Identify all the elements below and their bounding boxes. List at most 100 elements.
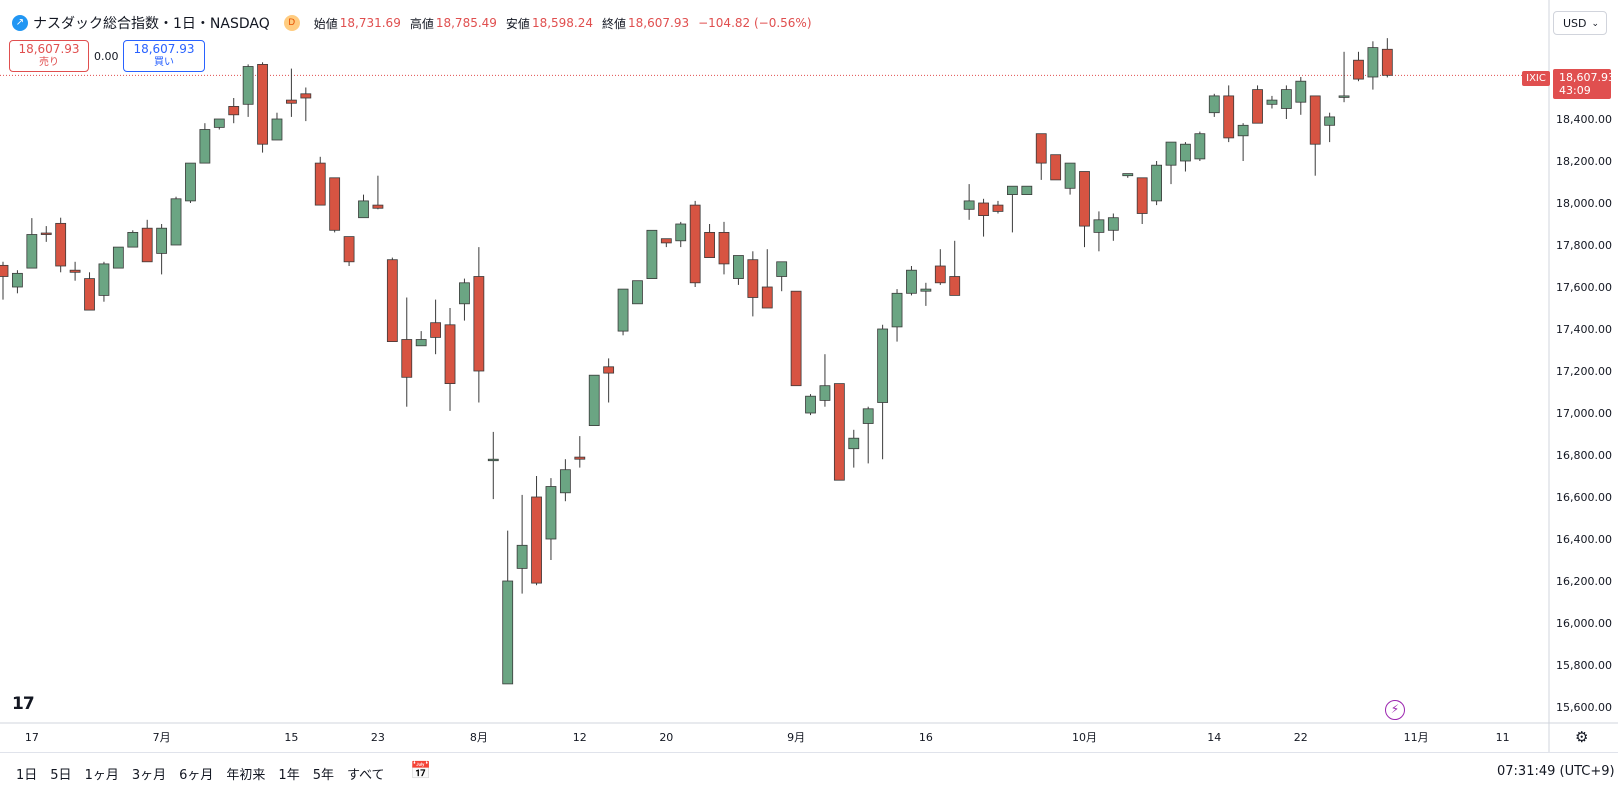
candle[interactable] (55, 217, 67, 273)
candle[interactable] (242, 64, 254, 117)
candle[interactable] (1007, 185, 1018, 233)
candle[interactable] (40, 226, 52, 242)
candle[interactable] (1309, 95, 1321, 176)
candle[interactable] (848, 429, 860, 468)
candle[interactable] (833, 383, 845, 481)
candle[interactable] (689, 200, 701, 287)
candle[interactable] (156, 224, 168, 275)
candle[interactable] (646, 229, 658, 280)
candle[interactable] (26, 218, 38, 269)
candle[interactable] (776, 261, 788, 292)
candle[interactable] (790, 290, 802, 387)
candle[interactable] (401, 297, 413, 407)
candle[interactable] (559, 459, 571, 502)
candle[interactable] (1194, 131, 1206, 161)
candle[interactable] (0, 261, 9, 300)
candle[interactable] (675, 221, 687, 248)
tradingview-logo-icon[interactable]: 17 (12, 694, 35, 714)
candle[interactable] (185, 162, 196, 203)
candle[interactable] (1050, 154, 1062, 181)
candle[interactable] (1295, 77, 1307, 115)
candle[interactable] (963, 184, 975, 220)
symbol-icon[interactable]: ↗ (12, 15, 28, 31)
candle[interactable] (1180, 142, 1191, 172)
range-5y[interactable]: 5年 (312, 768, 334, 783)
candle[interactable] (487, 431, 499, 500)
candle[interactable] (1165, 141, 1177, 185)
candle[interactable] (69, 261, 81, 281)
candle[interactable] (228, 98, 240, 124)
candle[interactable] (1064, 162, 1076, 195)
candle[interactable] (516, 494, 528, 594)
candle[interactable] (1266, 95, 1278, 109)
candle[interactable] (343, 236, 355, 266)
candle[interactable] (1252, 85, 1263, 124)
candle[interactable] (1381, 38, 1393, 78)
candle[interactable] (588, 374, 600, 427)
gear-icon[interactable]: ⚙ (1575, 728, 1589, 746)
candle[interactable] (199, 123, 211, 164)
candle[interactable] (805, 394, 816, 416)
candle[interactable] (1367, 41, 1379, 90)
range-3m[interactable]: 3ヶ月 (131, 768, 167, 783)
candle[interactable] (459, 278, 470, 321)
candle[interactable] (127, 230, 139, 248)
range-1d[interactable]: 1日 (16, 768, 38, 783)
candle[interactable] (257, 62, 268, 153)
range-6m[interactable]: 6ヶ月 (179, 768, 214, 783)
candle[interactable] (1353, 51, 1364, 82)
lightning-icon[interactable]: ⚡ (1385, 700, 1405, 720)
candle[interactable] (1093, 211, 1105, 252)
range-5d[interactable]: 5日 (50, 768, 72, 783)
candle[interactable] (1324, 112, 1336, 143)
candle[interactable] (271, 112, 283, 141)
calendar-range-icon[interactable]: 📅 (410, 761, 432, 781)
candle[interactable] (300, 87, 312, 122)
range-1m[interactable]: 1ヶ月 (84, 768, 119, 783)
candle[interactable] (704, 224, 715, 258)
sell-button[interactable]: 18,607.93 売り (9, 40, 89, 72)
range-1y[interactable]: 1年 (278, 768, 300, 783)
candle[interactable] (862, 406, 874, 464)
candle[interactable] (934, 249, 946, 285)
candle[interactable] (632, 280, 643, 305)
candle[interactable] (1122, 173, 1134, 178)
candle[interactable] (531, 476, 542, 586)
candle[interactable] (949, 240, 961, 296)
candle[interactable] (733, 255, 744, 285)
candle[interactable] (285, 68, 297, 117)
candle[interactable] (213, 118, 225, 130)
clock-timezone[interactable]: 07:31:49 (UTC+9) (1497, 764, 1615, 779)
candle[interactable] (415, 331, 427, 347)
candle[interactable] (660, 238, 672, 248)
candle[interactable] (444, 308, 456, 411)
candle[interactable] (761, 249, 773, 309)
candle[interactable] (574, 436, 586, 468)
candle[interactable] (84, 272, 95, 311)
candle[interactable] (1280, 85, 1292, 119)
candle[interactable] (877, 324, 889, 460)
candle[interactable] (978, 198, 989, 237)
candle[interactable] (545, 478, 557, 560)
candle[interactable] (12, 270, 23, 294)
candle[interactable] (891, 289, 903, 342)
range-ytd[interactable]: 年初来 (226, 768, 266, 783)
candle[interactable] (1035, 133, 1047, 180)
candle[interactable] (1208, 93, 1220, 117)
candle[interactable] (372, 175, 384, 210)
candle[interactable] (1107, 213, 1119, 241)
candle[interactable] (170, 196, 182, 246)
candle[interactable] (329, 177, 341, 233)
candle[interactable] (98, 261, 110, 302)
candle[interactable] (1338, 51, 1350, 103)
currency-select[interactable]: USD ⌄ (1553, 11, 1607, 35)
candle[interactable] (141, 219, 153, 263)
candle[interactable] (112, 246, 124, 269)
candle[interactable] (386, 257, 398, 343)
candle[interactable] (358, 194, 369, 219)
buy-button[interactable]: 18,607.93 買い (123, 40, 205, 72)
symbol-title[interactable]: ナスダック総合指数・1日・NASDAQ (33, 16, 270, 32)
candle[interactable] (1237, 123, 1249, 161)
candle[interactable] (473, 247, 485, 403)
